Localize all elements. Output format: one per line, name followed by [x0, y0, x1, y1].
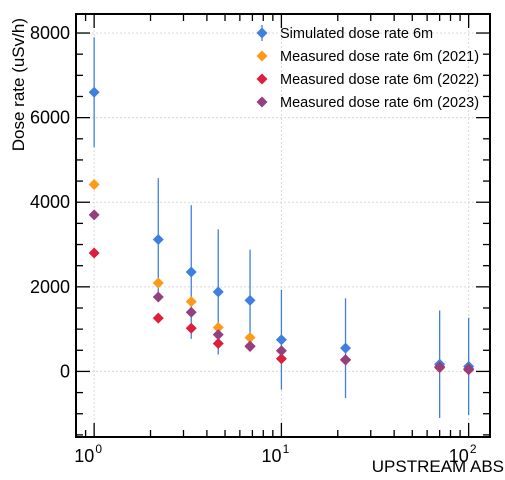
data-point	[88, 209, 100, 221]
data-point	[212, 321, 224, 333]
x-tick-label: 100	[74, 442, 102, 466]
legend-label: Measured dose rate 6m (2022)	[280, 72, 479, 88]
data-point	[88, 86, 100, 98]
data-point	[244, 332, 256, 344]
y-tick-label: 4000	[30, 192, 70, 212]
data-point	[212, 286, 224, 298]
y-tick-label: 8000	[30, 23, 70, 43]
data-point	[434, 361, 446, 373]
data-point	[244, 340, 256, 352]
legend-marker	[256, 73, 268, 85]
legend: Simulated dose rate 6m Measured dose rate…	[256, 25, 479, 111]
y-tick-label: 6000	[30, 108, 70, 128]
legend-label: Measured dose rate 6m (2021)	[280, 49, 479, 65]
data-point	[212, 329, 224, 341]
data-point	[152, 233, 164, 245]
legend-label: Simulated dose rate 6m	[280, 26, 433, 42]
data-point	[275, 353, 287, 365]
data-point	[185, 322, 197, 334]
data-point	[152, 277, 164, 289]
data-point	[340, 342, 352, 354]
data-point	[152, 291, 164, 303]
data-point	[463, 363, 475, 375]
data-point	[340, 354, 352, 366]
legend-marker	[256, 96, 268, 108]
legend-marker	[256, 27, 268, 39]
y-axis-title: Dose rate (uSv/h)	[9, 18, 28, 151]
data-point	[152, 312, 164, 324]
data-point	[88, 178, 100, 190]
y-tick-label: 2000	[30, 277, 70, 297]
plot-frame	[75, 13, 491, 438]
legend-label: Measured dose rate 6m (2023)	[280, 95, 479, 111]
legend-marker	[256, 50, 268, 62]
x-axis-title: UPSTREAM ABS	[372, 457, 504, 476]
data-point	[88, 247, 100, 259]
x-tick-label: 102	[449, 442, 477, 466]
data-point	[275, 345, 287, 357]
data-point	[185, 266, 197, 278]
data-point	[185, 296, 197, 308]
data-point	[244, 294, 256, 306]
x-tick-label: 101	[262, 442, 290, 466]
tick-labels: 0 2000 4000 6000 8000 100 101 102	[30, 23, 477, 466]
data-point	[212, 338, 224, 350]
data-point	[275, 334, 287, 346]
y-tick-label: 0	[60, 361, 70, 381]
axis-ticks	[75, 14, 490, 437]
data-markers	[88, 86, 475, 376]
data-point	[185, 306, 197, 318]
